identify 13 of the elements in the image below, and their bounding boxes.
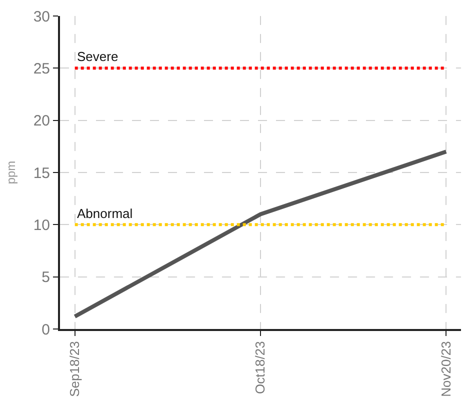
ref-line-label: Abnormal [77,206,133,221]
y-tick-label: 30 [33,8,50,26]
y-tick-label: 5 [42,269,50,286]
y-tick-label: 0 [42,321,50,338]
x-tick-label: Sep18/23 [67,341,82,397]
y-axis-title: ppm [4,160,18,184]
y-tick-label: 25 [33,60,50,78]
x-tick-label: Oct18/23 [252,341,268,394]
y-tick-label: 15 [33,164,50,182]
y-tick-label: 20 [33,112,50,130]
y-tick-label: 10 [33,216,50,234]
ref-line-label: Severe [77,49,118,64]
x-tick-label: Nov20/23 [438,341,454,397]
